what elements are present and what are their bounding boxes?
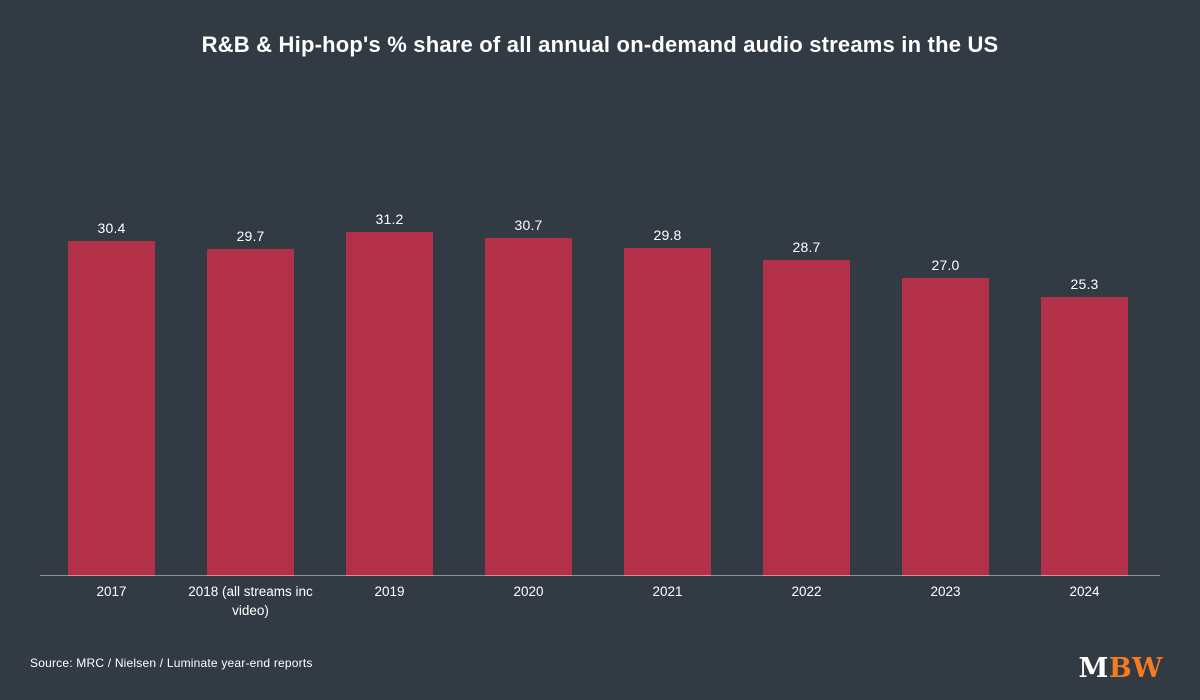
bar (68, 241, 155, 576)
x-axis-tick-label-text: 2022 (791, 584, 822, 599)
x-axis-line (40, 575, 1160, 576)
bar-value-label: 30.4 (97, 220, 126, 236)
bar-value-label: 29.8 (653, 227, 682, 243)
bar-value-label: 25.3 (1070, 276, 1099, 292)
x-axis-tick-label-text: 2021 (652, 584, 683, 599)
x-axis-tick-label-text: 2024 (1069, 584, 1100, 599)
bar-column: 30.7 (459, 217, 598, 576)
bar-value-label: 28.7 (792, 239, 821, 255)
x-axis-tick-label: 2024 (1015, 583, 1154, 621)
x-axis-tick-label: 2018 (all streams inc video) (181, 583, 320, 621)
bar (1041, 297, 1128, 576)
x-axis-tick-label-text: 2023 (930, 584, 961, 599)
bar (346, 232, 433, 576)
chart-title: R&B & Hip-hop's % share of all annual on… (201, 32, 999, 57)
bar (763, 260, 850, 576)
x-axis-tick-label: 2021 (598, 583, 737, 621)
bar (902, 278, 989, 576)
bar-column: 25.3 (1015, 276, 1154, 576)
x-axis-tick-label-text: 2017 (96, 584, 127, 599)
source-note: Source: MRC / Nielsen / Luminate year-en… (30, 656, 313, 670)
mbw-logo: MBW (1078, 653, 1163, 684)
mbw-logo-bw: BW (1108, 653, 1163, 684)
bar-column: 28.7 (737, 239, 876, 576)
bar-column: 27.0 (876, 257, 1015, 576)
bar (485, 238, 572, 576)
bars-container: 30.4 29.7 31.2 30.7 29.8 28.7 27.0 25.3 (42, 211, 1154, 576)
x-axis-tick-label: 2020 (459, 583, 598, 621)
bar (624, 248, 711, 576)
bar-column: 29.7 (181, 228, 320, 576)
bar-column: 29.8 (598, 227, 737, 576)
x-axis-tick-label: 2022 (737, 583, 876, 621)
x-axis-tick-label: 2019 (320, 583, 459, 621)
x-axis-tick-label: 2017 (42, 583, 181, 621)
bar-plot: 30.4 29.7 31.2 30.7 29.8 28.7 27.0 25.3 2017 201… (40, 0, 1160, 618)
bar-value-label: 29.7 (236, 228, 265, 244)
x-axis-tick-label-text: 2019 (374, 584, 405, 599)
x-axis-labels: 2017 2018 (all streams inc video) 2019 2020… (42, 583, 1154, 621)
x-axis-tick-label-text: 2018 (all streams inc video) (188, 584, 313, 618)
bar-value-label: 30.7 (514, 217, 543, 233)
bar-column: 31.2 (320, 211, 459, 576)
bar-column: 30.4 (42, 220, 181, 576)
bar-value-label: 27.0 (931, 257, 960, 273)
bar (207, 249, 294, 576)
bar-value-label: 31.2 (375, 211, 404, 227)
x-axis-tick-label-text: 2020 (513, 584, 544, 599)
x-axis-tick-label: 2023 (876, 583, 1015, 621)
mbw-logo-m: M (1078, 653, 1109, 684)
